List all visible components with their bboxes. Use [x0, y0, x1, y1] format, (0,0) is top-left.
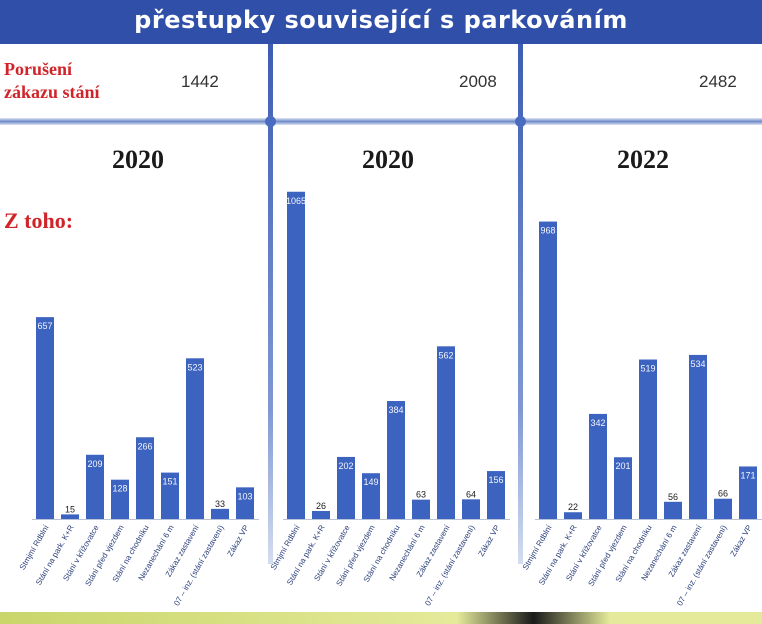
data-label: 968: [540, 226, 555, 236]
category-label: 07 – inz. (stání zastavení): [172, 523, 226, 607]
bar: [714, 498, 732, 519]
data-label: 63: [416, 490, 426, 500]
data-label: 1065: [286, 196, 306, 206]
bottom-strip: [0, 612, 762, 624]
category-label: Zákaz VP: [226, 524, 251, 559]
data-label: 128: [112, 484, 127, 494]
data-label: 519: [640, 364, 655, 374]
data-label: 26: [316, 501, 326, 511]
total-panel-2: 2008: [459, 72, 497, 91]
data-label: 266: [137, 441, 152, 451]
page-title: přestupky související s parkováním: [134, 6, 628, 34]
bar: [412, 499, 430, 519]
data-label: 523: [187, 362, 202, 372]
year-panel-3: 2022: [617, 145, 669, 174]
bar: [287, 191, 305, 519]
bar: [136, 437, 154, 519]
bar: [86, 454, 104, 519]
data-label: 657: [37, 321, 52, 331]
bar: [689, 354, 707, 519]
data-label: 342: [590, 418, 605, 428]
bar: [487, 471, 505, 519]
bar: [664, 501, 682, 519]
data-label: 384: [388, 405, 403, 415]
bar: [211, 508, 229, 519]
bar: [362, 473, 380, 519]
divider-dot-2: [515, 116, 526, 127]
bar: [739, 466, 757, 519]
data-label: 64: [466, 489, 476, 499]
bar: [36, 317, 54, 519]
data-label: 15: [65, 504, 75, 514]
total-panel-3: 2482: [699, 72, 737, 91]
data-label: 56: [668, 492, 678, 502]
bar: [312, 511, 330, 519]
bar: [614, 457, 632, 519]
category-label: Zákaz VP: [729, 524, 754, 559]
violation-label-line2: zákazu stání: [4, 82, 100, 102]
vertical-divider-1: [268, 44, 273, 564]
data-label: 22: [568, 502, 578, 512]
bar: [539, 221, 557, 519]
year-panel-1: 2020: [112, 145, 164, 174]
data-label: 156: [488, 475, 503, 485]
vertical-divider-2: [518, 44, 523, 564]
data-label: 202: [338, 461, 353, 471]
bar: [161, 472, 179, 519]
violation-label: Porušení zákazu stání: [4, 58, 100, 104]
horizontal-divider: [0, 118, 762, 125]
bar: [387, 401, 405, 519]
category-label: 07 – inz. (stání zastavení): [675, 523, 729, 607]
bar: [462, 499, 480, 519]
year-panel-2: 2020: [362, 145, 414, 174]
category-label: Zákaz VP: [477, 524, 502, 559]
title-banner: [0, 0, 762, 44]
divider-dot-1: [265, 116, 276, 127]
category-label: 07 – inz. (stání zastavení): [423, 523, 477, 607]
data-label: 209: [87, 459, 102, 469]
bar: [589, 413, 607, 519]
bar: [186, 358, 204, 519]
bar: [337, 456, 355, 519]
violation-label-line1: Porušení: [4, 59, 73, 79]
subset-label: Z toho:: [4, 208, 74, 233]
bar: [111, 479, 129, 519]
data-label: 33: [215, 499, 225, 509]
bar: [639, 359, 657, 519]
data-label: 171: [740, 470, 755, 480]
bar: [437, 346, 455, 519]
data-label: 562: [438, 350, 453, 360]
data-label: 149: [363, 477, 378, 487]
bar: [236, 487, 254, 519]
data-label: 103: [237, 491, 252, 501]
data-label: 201: [615, 461, 630, 471]
bar: [564, 512, 582, 519]
data-label: 534: [690, 359, 705, 369]
bar: [61, 514, 79, 519]
data-label: 151: [162, 477, 177, 487]
total-panel-1: 1442: [181, 72, 219, 91]
data-label: 66: [718, 489, 728, 499]
